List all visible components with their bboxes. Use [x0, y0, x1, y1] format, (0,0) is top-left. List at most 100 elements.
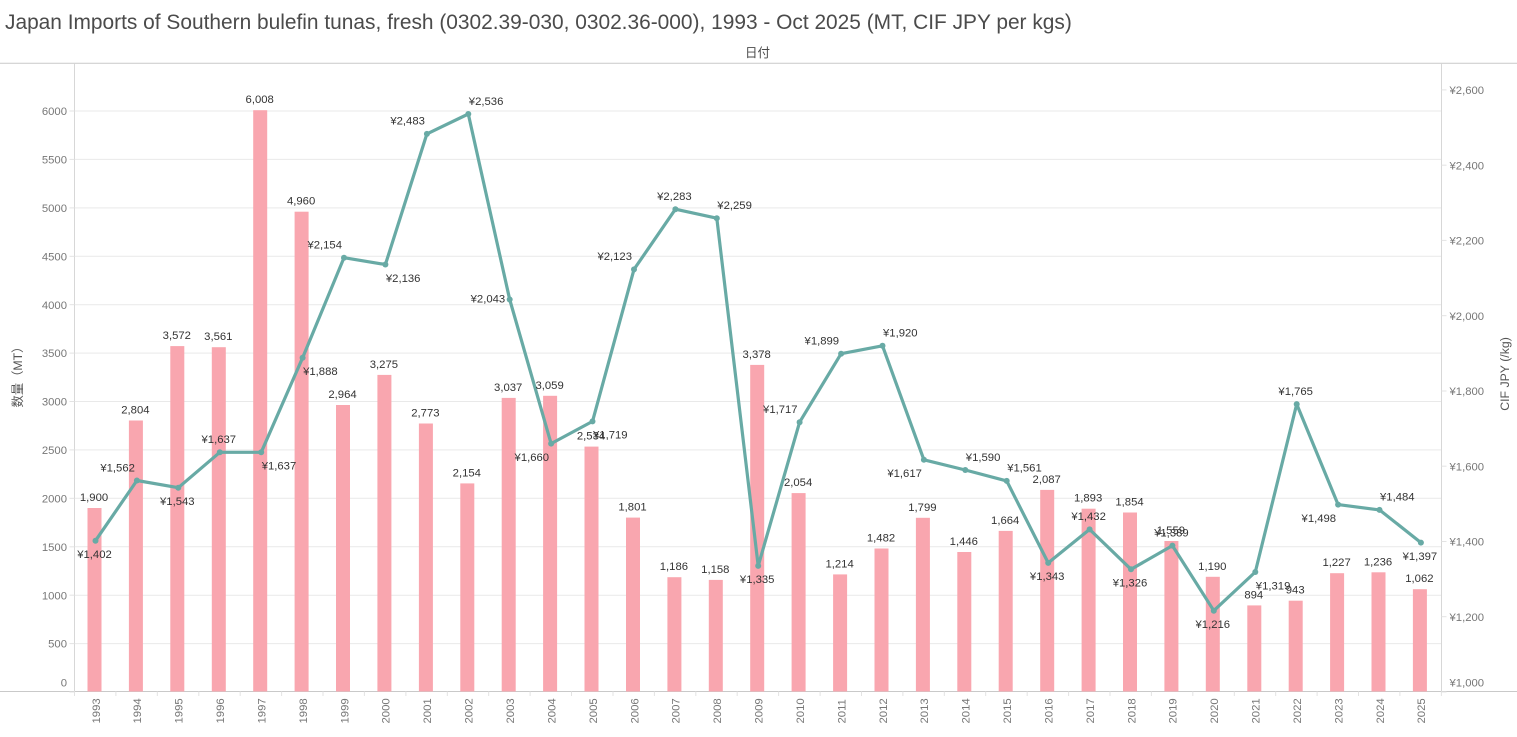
svg-text:1,854: 1,854	[1115, 497, 1143, 509]
svg-text:2012: 2012	[878, 698, 890, 723]
svg-text:1,664: 1,664	[991, 515, 1019, 527]
svg-text:¥1,888: ¥1,888	[302, 366, 338, 378]
svg-text:2004: 2004	[546, 698, 558, 723]
svg-text:2019: 2019	[1168, 698, 1180, 723]
svg-text:¥1,899: ¥1,899	[804, 336, 840, 348]
svg-text:¥1,389: ¥1,389	[1153, 527, 1189, 539]
svg-text:2023: 2023	[1333, 698, 1345, 723]
svg-text:1,559: 1,559	[1157, 525, 1185, 537]
svg-text:1996: 1996	[215, 698, 227, 723]
svg-text:¥1,432: ¥1,432	[1070, 511, 1106, 523]
svg-text:1500: 1500	[42, 542, 67, 554]
svg-text:2020: 2020	[1209, 698, 1221, 723]
svg-text:2,054: 2,054	[784, 477, 812, 489]
svg-text:2003: 2003	[505, 698, 517, 723]
svg-text:2013: 2013	[919, 698, 931, 723]
svg-text:¥2,136: ¥2,136	[385, 273, 421, 285]
svg-text:CIF JPY (/kg): CIF JPY (/kg)	[1498, 337, 1512, 411]
svg-text:3,378: 3,378	[743, 349, 771, 361]
svg-text:1,214: 1,214	[825, 558, 853, 570]
svg-text:2000: 2000	[381, 698, 393, 723]
svg-text:4,960: 4,960	[287, 196, 315, 208]
svg-text:¥1,543: ¥1,543	[159, 496, 195, 508]
svg-text:¥2,200: ¥2,200	[1449, 236, 1485, 248]
svg-text:1,900: 1,900	[80, 492, 108, 504]
svg-text:1995: 1995	[174, 698, 186, 723]
svg-text:2024: 2024	[1375, 698, 1387, 723]
svg-text:2002: 2002	[464, 698, 476, 723]
svg-text:6,008: 6,008	[246, 94, 274, 106]
svg-text:¥1,637: ¥1,637	[201, 434, 237, 446]
svg-text:¥1,617: ¥1,617	[886, 468, 922, 480]
svg-text:1,893: 1,893	[1074, 493, 1102, 505]
svg-text:1,799: 1,799	[908, 502, 936, 514]
svg-text:1,236: 1,236	[1364, 556, 1392, 568]
svg-text:3000: 3000	[42, 397, 67, 409]
svg-text:2008: 2008	[712, 698, 724, 723]
svg-text:1998: 1998	[298, 698, 310, 723]
svg-text:¥1,397: ¥1,397	[1402, 551, 1438, 563]
svg-text:¥2,400: ¥2,400	[1449, 160, 1485, 172]
svg-text:2010: 2010	[795, 698, 807, 723]
svg-text:3,275: 3,275	[370, 359, 398, 371]
svg-text:¥1,319: ¥1,319	[1255, 580, 1291, 592]
svg-text:1993: 1993	[91, 698, 103, 723]
svg-text:2018: 2018	[1126, 698, 1138, 723]
svg-text:2022: 2022	[1292, 698, 1304, 723]
svg-text:¥2,600: ¥2,600	[1449, 85, 1485, 97]
svg-text:¥1,717: ¥1,717	[762, 404, 798, 416]
svg-text:2,154: 2,154	[453, 467, 481, 479]
svg-text:1,227: 1,227	[1322, 557, 1350, 569]
svg-text:¥1,326: ¥1,326	[1112, 578, 1148, 590]
svg-text:¥2,154: ¥2,154	[306, 240, 342, 252]
svg-text:¥1,200: ¥1,200	[1449, 612, 1485, 624]
svg-text:2005: 2005	[588, 698, 600, 723]
svg-text:6000: 6000	[42, 106, 67, 118]
svg-text:1,158: 1,158	[701, 564, 729, 576]
svg-text:1,482: 1,482	[867, 533, 895, 545]
svg-text:¥1,561: ¥1,561	[1006, 463, 1042, 475]
svg-text:¥1,600: ¥1,600	[1449, 461, 1485, 473]
svg-text:¥1,719: ¥1,719	[592, 430, 628, 442]
svg-text:¥2,536: ¥2,536	[468, 96, 504, 108]
svg-text:2025: 2025	[1416, 698, 1428, 723]
svg-text:2,087: 2,087	[1033, 474, 1061, 486]
svg-text:数量（MT）: 数量（MT）	[10, 341, 25, 408]
svg-text:2500: 2500	[42, 445, 67, 457]
svg-text:¥1,562: ¥1,562	[99, 462, 135, 474]
svg-text:5500: 5500	[42, 155, 67, 167]
svg-text:4000: 4000	[42, 300, 67, 312]
svg-text:2009: 2009	[754, 698, 766, 723]
svg-text:2,534: 2,534	[577, 431, 605, 443]
svg-text:2,773: 2,773	[411, 408, 439, 420]
svg-text:¥1,637: ¥1,637	[261, 461, 297, 473]
svg-text:1,801: 1,801	[618, 502, 646, 514]
svg-text:1997: 1997	[257, 698, 269, 723]
svg-text:¥1,216: ¥1,216	[1195, 619, 1231, 631]
svg-text:¥1,765: ¥1,765	[1277, 386, 1313, 398]
svg-text:¥2,483: ¥2,483	[389, 116, 425, 128]
svg-text:¥1,484: ¥1,484	[1379, 492, 1415, 504]
svg-text:¥1,402: ¥1,402	[76, 549, 112, 561]
svg-text:3500: 3500	[42, 348, 67, 360]
svg-text:3,572: 3,572	[163, 330, 191, 342]
svg-text:Japan Imports of Southern bule: Japan Imports of Southern bulefin tunas,…	[5, 11, 1072, 34]
svg-text:1000: 1000	[42, 590, 67, 602]
svg-text:¥1,343: ¥1,343	[1029, 571, 1065, 583]
svg-text:2014: 2014	[961, 698, 973, 723]
svg-text:2017: 2017	[1085, 698, 1097, 723]
svg-text:日付: 日付	[745, 46, 770, 60]
svg-text:2015: 2015	[1002, 698, 1014, 723]
svg-text:¥2,283: ¥2,283	[656, 191, 692, 203]
svg-text:0: 0	[61, 678, 67, 690]
svg-text:1994: 1994	[132, 698, 144, 723]
svg-text:2021: 2021	[1251, 698, 1263, 723]
svg-text:2011: 2011	[836, 699, 848, 723]
svg-text:¥1,660: ¥1,660	[514, 452, 550, 464]
svg-text:3,561: 3,561	[204, 331, 232, 343]
svg-text:3,059: 3,059	[535, 380, 563, 392]
svg-text:2,804: 2,804	[121, 405, 149, 417]
svg-text:3,037: 3,037	[494, 382, 522, 394]
svg-text:4500: 4500	[42, 251, 67, 263]
svg-text:2016: 2016	[1044, 698, 1056, 723]
